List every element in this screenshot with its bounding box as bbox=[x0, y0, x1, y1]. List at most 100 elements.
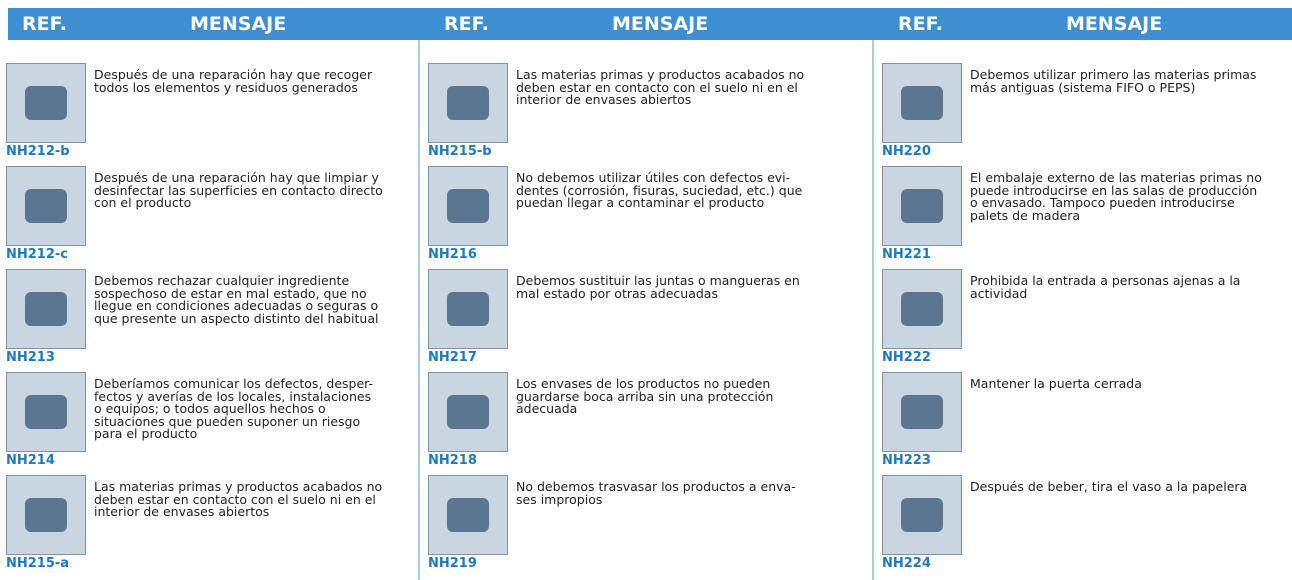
pictogram bbox=[428, 475, 508, 555]
header-ref: REF. bbox=[444, 13, 490, 35]
pictogram-figure bbox=[25, 86, 67, 120]
message: Después de beber, tira el vaso a la pape… bbox=[970, 479, 1248, 494]
reference-code: NH219 bbox=[428, 556, 477, 571]
pictogram-figure bbox=[901, 498, 943, 532]
reference-code: NH218 bbox=[428, 453, 477, 468]
reference-code: NH215-b bbox=[428, 144, 492, 159]
message: Debemos utilizar primero las materias pr… bbox=[970, 68, 1256, 95]
message: No debemos trasvasar los productos a env… bbox=[516, 479, 796, 507]
message-line: fectos y averías de los locales, instala… bbox=[94, 388, 372, 404]
reference-code: NH212-c bbox=[6, 247, 68, 262]
message-line: Los envases de los productos no pueden bbox=[516, 376, 771, 391]
message: Las materias primas y productos acabados… bbox=[94, 479, 383, 519]
message-line: para el producto bbox=[94, 426, 198, 441]
pictogram bbox=[882, 166, 962, 246]
message-line: ses impropios bbox=[516, 491, 603, 507]
message-line: o equipos; o todos aquellos hechos o bbox=[94, 401, 326, 416]
message-line: Deberíamos comunicar los defectos, despe… bbox=[94, 376, 373, 391]
message-line: Debemos rechazar cualquier ingrediente bbox=[94, 273, 350, 288]
message: Después de una reparación hay que recoge… bbox=[94, 67, 373, 95]
header-ref: REF. bbox=[22, 13, 68, 35]
message-line: puedan llegar a contaminar el producto bbox=[516, 195, 765, 210]
message-line: Después de una reparación hay que limpia… bbox=[94, 170, 379, 185]
pictogram bbox=[6, 475, 86, 555]
reference-code: NH217 bbox=[428, 350, 477, 365]
message-line: Las materias primas y productos acabados… bbox=[94, 479, 383, 494]
pictogram bbox=[428, 372, 508, 452]
message-line: Las materias primas y productos acabados… bbox=[516, 67, 805, 82]
message-line: dentes (corrosión, fisuras, suciedad, et… bbox=[516, 182, 803, 198]
pictogram bbox=[882, 269, 962, 349]
message-line: Mantener la puerta cerrada bbox=[970, 376, 1142, 391]
message-line: guardarse boca arriba sin una protección bbox=[516, 388, 774, 404]
pictogram-figure bbox=[447, 292, 489, 326]
pictogram-figure bbox=[25, 498, 67, 532]
message: Mantener la puerta cerrada bbox=[970, 376, 1142, 391]
message-line: sospechoso de estar en mal estado, que n… bbox=[94, 285, 367, 301]
message: Debemos rechazar cualquier ingrediente so… bbox=[94, 273, 379, 326]
message-line: palets de madera bbox=[970, 207, 1081, 223]
message-line: No debemos utilizar útiles con defectos … bbox=[516, 170, 791, 185]
message-line: No debemos trasvasar los productos a env… bbox=[516, 479, 796, 494]
reference-code: NH220 bbox=[882, 144, 931, 159]
message-line: más antiguas (sistema FIFO o PEPS) bbox=[970, 79, 1196, 95]
message-line: llegue en condiciones adecuadas o segura… bbox=[94, 298, 379, 313]
message: El embalaje externo de las materias prim… bbox=[970, 170, 1262, 223]
pictogram-figure bbox=[447, 86, 489, 120]
pictogram bbox=[428, 63, 508, 143]
pictogram bbox=[428, 269, 508, 349]
message-line: adecuada bbox=[516, 401, 578, 416]
message-line: interior de envases abiertos bbox=[516, 92, 692, 107]
message-line: Después de una reparación hay que recoge… bbox=[94, 67, 373, 82]
reference-code: NH215-a bbox=[6, 556, 70, 571]
pictogram bbox=[6, 166, 86, 246]
message-line: desinfectar las superficies en contacto … bbox=[94, 182, 383, 198]
message-line: Prohibida la entrada a personas ajenas a… bbox=[970, 273, 1241, 288]
pictogram bbox=[6, 269, 86, 349]
message-line: interior de envases abiertos bbox=[94, 504, 270, 519]
message-line: que presente un aspecto distinto del hab… bbox=[94, 310, 379, 326]
message-line: con el producto bbox=[94, 195, 192, 210]
message-line: o envasado. Tampoco pueden introducirse bbox=[970, 195, 1235, 210]
reference-code: NH222 bbox=[882, 350, 931, 365]
pictogram-figure bbox=[901, 395, 943, 429]
reference-code: NH223 bbox=[882, 453, 931, 468]
message-line: Debemos sustituir las juntas o mangueras… bbox=[516, 273, 800, 288]
pictogram bbox=[6, 63, 86, 143]
message-line: puede introducirse en las salas de produ… bbox=[970, 182, 1258, 198]
header-message: MENSAJE bbox=[612, 13, 709, 35]
message-line: actividad bbox=[970, 285, 1028, 301]
reference-code: NH224 bbox=[882, 556, 931, 571]
column-separator bbox=[872, 40, 874, 580]
reference-code: NH216 bbox=[428, 247, 477, 262]
message-line: deben estar en contacto con el suelo ni … bbox=[94, 491, 376, 507]
header-message: MENSAJE bbox=[190, 13, 287, 35]
message: Después de una reparación hay que limpia… bbox=[94, 170, 383, 210]
message: Las materias primas y productos acabados… bbox=[516, 67, 805, 107]
pictogram-figure bbox=[901, 189, 943, 223]
reference-code: NH214 bbox=[6, 453, 55, 468]
message: No debemos utilizar útiles con defectos … bbox=[516, 170, 803, 210]
message-line: situaciones que pueden suponer un riesgo bbox=[94, 413, 361, 429]
message-line: Después de beber, tira el vaso a la pape… bbox=[970, 479, 1248, 494]
pictogram-figure bbox=[447, 395, 489, 429]
pictogram bbox=[428, 166, 508, 246]
message-line: todos los elementos y residuos generados bbox=[94, 79, 358, 95]
message-line: mal estado por otras adecuadas bbox=[516, 285, 718, 301]
pictogram bbox=[6, 372, 86, 452]
header-message: MENSAJE bbox=[1066, 13, 1163, 35]
reference-code: NH213 bbox=[6, 350, 55, 365]
message-line: El embalaje externo de las materias prim… bbox=[970, 170, 1262, 185]
header-bar bbox=[8, 8, 1292, 40]
pictogram-figure bbox=[447, 189, 489, 223]
pictogram bbox=[882, 475, 962, 555]
reference-code: NH212-b bbox=[6, 144, 70, 159]
reference-code: NH221 bbox=[882, 247, 931, 262]
header-ref: REF. bbox=[898, 13, 944, 35]
pictogram-figure bbox=[447, 498, 489, 532]
message: Deberíamos comunicar los defectos, despe… bbox=[94, 376, 373, 441]
pictogram-figure bbox=[25, 189, 67, 223]
pictogram bbox=[882, 63, 962, 143]
message: Prohibida la entrada a personas ajenas a… bbox=[970, 273, 1241, 301]
